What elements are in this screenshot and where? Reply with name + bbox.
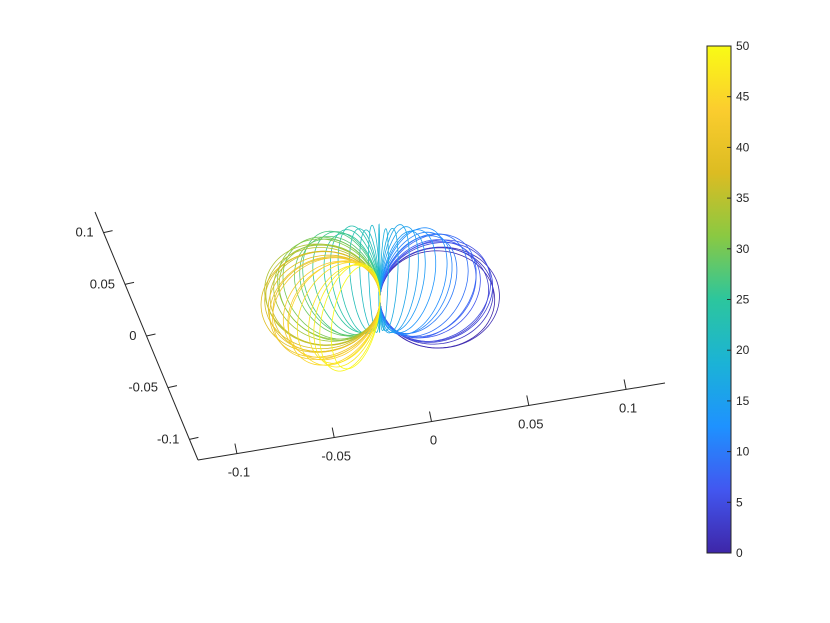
curve-line	[330, 265, 381, 370]
y-tick-label: 0.05	[90, 276, 115, 291]
curve-line	[379, 228, 389, 332]
curve-line	[288, 260, 381, 366]
curve-line	[379, 227, 448, 336]
colorbar-tick-label: 10	[736, 445, 750, 459]
x-tick-mark	[526, 395, 530, 406]
colorbar-tick-label: 45	[736, 90, 750, 104]
colorbar-tick-label: 50	[736, 39, 750, 53]
x-tick-label: 0.05	[518, 416, 543, 431]
curve-line	[379, 230, 426, 332]
curve-line	[379, 242, 494, 343]
curve-line	[379, 233, 477, 339]
x-tick-mark	[234, 443, 238, 454]
colorbar-tick-label: 20	[736, 343, 750, 357]
colorbar-tick-label: 15	[736, 394, 750, 408]
y-tick-mark	[167, 385, 178, 389]
x-tick-label: -0.1	[228, 465, 250, 480]
y-tick-mark	[189, 436, 199, 440]
y-tick-mark	[146, 333, 156, 337]
y-tick-mark	[124, 281, 135, 285]
colorbar-tick-label: 0	[736, 546, 743, 560]
colorbar-tick-label: 30	[736, 242, 750, 256]
x-tick-mark	[623, 379, 627, 390]
x-tick-mark	[331, 427, 335, 438]
curve-line	[265, 247, 381, 346]
curve-line	[379, 227, 399, 332]
y-tick-label: -0.05	[128, 380, 158, 395]
colorbar-tick-label: 25	[736, 293, 750, 307]
y-tick-label: 0.1	[76, 225, 94, 240]
curve-line	[379, 224, 410, 334]
x-tick-label: 0	[430, 433, 437, 448]
colorbar: 0 5 10 15 20 25 30 35 40 45 50	[706, 39, 750, 560]
curve-layer	[260, 223, 500, 372]
colorbar-tick-label: 40	[736, 140, 750, 154]
colorbar-tick-label: 35	[736, 191, 750, 205]
curve-line	[379, 235, 458, 334]
curve-line	[337, 225, 381, 335]
colorbar-tick-label: 5	[736, 495, 743, 509]
x-tick-label: 0.1	[619, 400, 637, 415]
curve-line	[379, 226, 419, 334]
x-tick-mark	[429, 411, 432, 422]
curve-line	[329, 229, 381, 334]
y-axis: -0.1 -0.05 0 0.05 0.1	[76, 211, 199, 461]
y-tick-label: 0	[129, 328, 136, 343]
x-tick-label: -0.05	[321, 449, 351, 464]
curve-line	[319, 263, 381, 372]
curve-line	[278, 243, 381, 340]
y-tick-label: -0.1	[157, 431, 179, 446]
x-axis: -0.1 -0.05 0 0.05 0.1	[197, 379, 666, 480]
y-tick-mark	[103, 230, 113, 234]
